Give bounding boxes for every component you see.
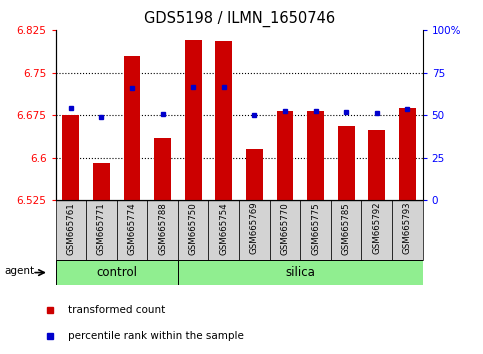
Bar: [117, 200, 147, 260]
Text: GSM665771: GSM665771: [97, 202, 106, 255]
Bar: [56, 200, 86, 260]
Text: silica: silica: [285, 266, 315, 279]
Bar: [392, 200, 423, 260]
Bar: [215, 41, 232, 200]
Text: agent: agent: [4, 266, 35, 276]
Bar: [270, 200, 300, 260]
Text: transformed count: transformed count: [68, 305, 165, 315]
Text: GSM665754: GSM665754: [219, 202, 228, 255]
Text: GSM665788: GSM665788: [158, 202, 167, 255]
Text: GSM665750: GSM665750: [189, 202, 198, 255]
Text: GSM665775: GSM665775: [311, 202, 320, 255]
Text: GSM665792: GSM665792: [372, 202, 381, 255]
Bar: [331, 200, 361, 260]
Bar: [56, 260, 178, 285]
Bar: [300, 200, 331, 260]
Bar: [86, 200, 117, 260]
Bar: [209, 200, 239, 260]
Title: GDS5198 / ILMN_1650746: GDS5198 / ILMN_1650746: [143, 11, 335, 27]
Text: GSM665769: GSM665769: [250, 202, 259, 255]
Text: GSM665770: GSM665770: [281, 202, 289, 255]
Bar: [93, 163, 110, 200]
Text: percentile rank within the sample: percentile rank within the sample: [68, 331, 243, 341]
Bar: [185, 40, 201, 200]
Bar: [338, 126, 355, 200]
Bar: [369, 130, 385, 200]
Bar: [62, 115, 79, 200]
Bar: [246, 149, 263, 200]
Bar: [154, 138, 171, 200]
Bar: [178, 200, 209, 260]
Bar: [147, 200, 178, 260]
Bar: [307, 111, 324, 200]
Text: GSM665785: GSM665785: [341, 202, 351, 255]
Bar: [239, 200, 270, 260]
Text: control: control: [96, 266, 137, 279]
Bar: [178, 260, 423, 285]
Bar: [361, 200, 392, 260]
Text: GSM665793: GSM665793: [403, 202, 412, 255]
Bar: [277, 111, 293, 200]
Bar: [399, 108, 416, 200]
Text: GSM665774: GSM665774: [128, 202, 137, 255]
Bar: [124, 56, 141, 200]
Text: GSM665761: GSM665761: [66, 202, 75, 255]
